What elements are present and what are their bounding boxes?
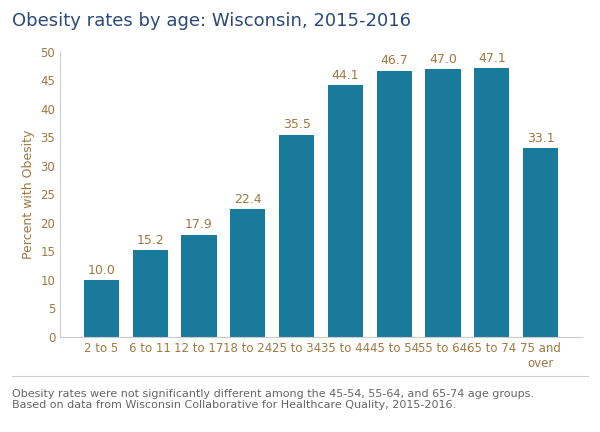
Bar (181, 235, 217, 337)
Text: 47.0: 47.0 (429, 53, 457, 66)
Bar (328, 86, 363, 337)
Bar (279, 134, 314, 337)
Text: 22.4: 22.4 (234, 193, 262, 206)
Y-axis label: Percent with Obesity: Percent with Obesity (22, 130, 35, 259)
Bar (377, 71, 412, 337)
Bar (230, 209, 265, 337)
Bar (523, 148, 558, 337)
Text: Obesity rates by age: Wisconsin, 2015-2016: Obesity rates by age: Wisconsin, 2015-20… (12, 12, 411, 30)
Text: 35.5: 35.5 (283, 118, 311, 131)
Text: 10.0: 10.0 (88, 264, 115, 276)
Text: 44.1: 44.1 (332, 69, 359, 82)
Bar (425, 69, 461, 337)
Text: 46.7: 46.7 (380, 54, 408, 67)
Text: 47.1: 47.1 (478, 52, 506, 65)
Bar (84, 280, 119, 337)
Text: 33.1: 33.1 (527, 132, 554, 145)
Text: 17.9: 17.9 (185, 219, 213, 232)
Text: Obesity rates were not significantly different among the 45-54, 55-64, and 65-74: Obesity rates were not significantly dif… (12, 389, 534, 410)
Text: 15.2: 15.2 (136, 234, 164, 247)
Bar (474, 68, 509, 337)
Bar (133, 250, 168, 337)
